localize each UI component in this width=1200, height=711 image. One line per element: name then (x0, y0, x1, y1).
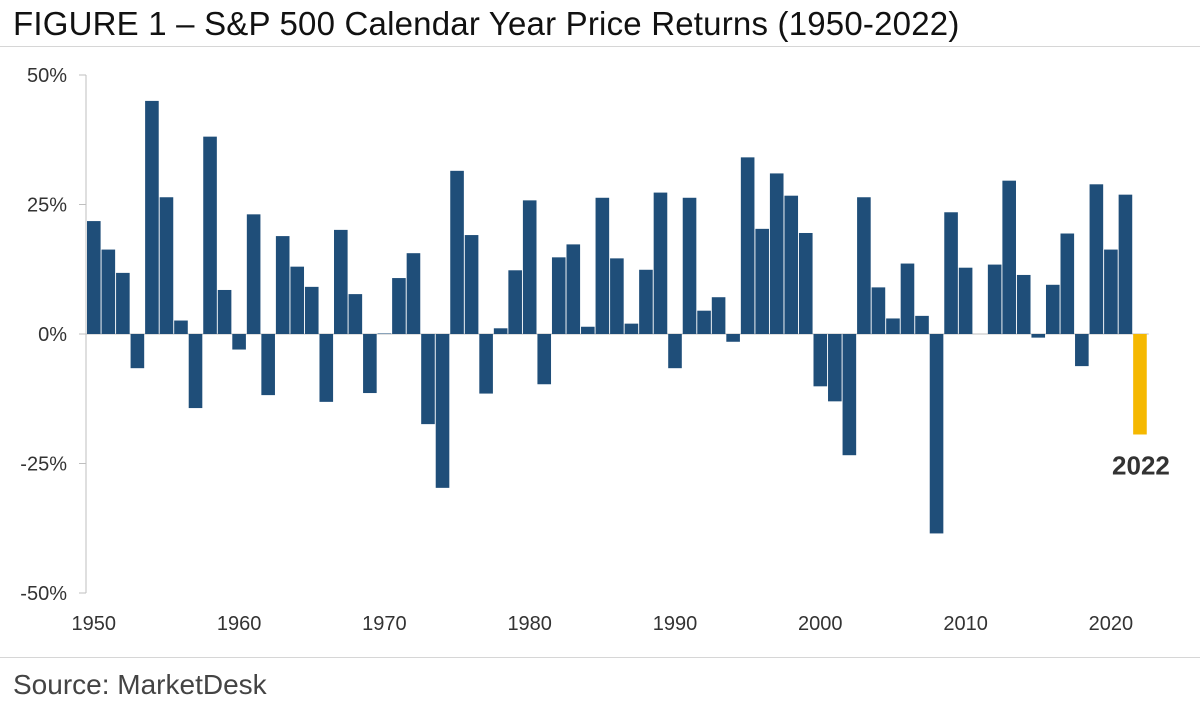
bar (987, 264, 1002, 334)
highlight-label: 2022 (1112, 450, 1170, 480)
bar (1118, 194, 1133, 334)
bar (290, 266, 305, 334)
bar (653, 192, 668, 334)
bar (769, 173, 784, 334)
bar (421, 334, 435, 425)
x-tick-label: 1960 (217, 613, 262, 635)
bar (682, 197, 697, 334)
bar (334, 229, 348, 334)
bar (188, 334, 203, 409)
bar (639, 269, 653, 334)
bar (508, 270, 522, 334)
bar (755, 228, 769, 334)
bar (537, 334, 552, 385)
bar (798, 232, 813, 334)
bar (944, 212, 958, 334)
bar (900, 263, 915, 334)
bar (740, 157, 755, 334)
bar (348, 294, 363, 334)
bar (1104, 249, 1118, 334)
bar (566, 244, 581, 334)
bar (857, 197, 871, 334)
y-tick-label: -25% (20, 454, 67, 476)
bar (304, 286, 319, 334)
bar (871, 287, 886, 334)
bar (886, 318, 900, 334)
bar (1002, 180, 1016, 334)
bar (217, 289, 232, 334)
bar (551, 257, 566, 334)
x-tick-label: 1970 (362, 613, 407, 635)
bar (915, 315, 929, 334)
bar (668, 334, 682, 369)
y-tick-label: 50% (27, 65, 67, 87)
bar (1060, 233, 1075, 334)
bar (116, 272, 130, 334)
y-tick-label: 25% (27, 195, 67, 217)
bar (87, 221, 101, 334)
bar (610, 258, 624, 334)
bar (697, 310, 711, 334)
bar (101, 249, 116, 334)
bar (522, 200, 537, 334)
bar (406, 253, 421, 334)
y-tick-label: -50% (20, 583, 67, 605)
title-divider (0, 46, 1200, 47)
bar (261, 334, 275, 396)
bar (1075, 334, 1089, 367)
bar (232, 334, 246, 350)
y-tick-label: 0% (38, 324, 67, 346)
figure-title: FIGURE 1 – S&P 500 Calendar Year Price R… (13, 5, 960, 42)
bar (246, 214, 261, 334)
bar (174, 320, 188, 334)
x-tick-label: 2020 (1089, 613, 1134, 635)
bar (450, 170, 464, 334)
bar (319, 334, 334, 402)
bar (1016, 274, 1031, 334)
bar (813, 334, 828, 387)
bar-series (87, 100, 1147, 534)
bar (275, 236, 290, 334)
x-tick-label: 1990 (653, 613, 698, 635)
bar (828, 334, 842, 402)
bar (624, 323, 639, 334)
chart-labels: 50% 25% 0% -25% -50%1950 1960 1970 1980 1990 2000… (20, 65, 1170, 635)
bar (726, 334, 740, 342)
bar (435, 334, 450, 488)
bar (958, 267, 973, 334)
bar (203, 136, 217, 334)
bar (479, 334, 493, 394)
bar (363, 334, 377, 394)
bar (464, 235, 479, 334)
bar (711, 297, 726, 334)
bar (842, 334, 857, 456)
bar (130, 334, 145, 369)
bar (1089, 184, 1104, 334)
bar (392, 278, 406, 334)
bar (493, 328, 508, 334)
bar (1031, 334, 1046, 338)
x-tick-label: 1950 (72, 613, 117, 635)
x-tick-label: 2000 (798, 613, 843, 635)
bar-highlight (1133, 334, 1147, 435)
bar (159, 197, 174, 334)
source-divider (0, 657, 1200, 658)
bar (595, 197, 610, 334)
bar (145, 100, 159, 335)
bar (1045, 284, 1060, 334)
bar (784, 195, 799, 334)
x-tick-label: 2010 (943, 613, 988, 635)
bar (377, 333, 392, 334)
bar (581, 326, 595, 334)
source-note: Source: MarketDesk (13, 669, 267, 700)
x-tick-label: 1980 (507, 613, 552, 635)
bar (929, 334, 944, 534)
